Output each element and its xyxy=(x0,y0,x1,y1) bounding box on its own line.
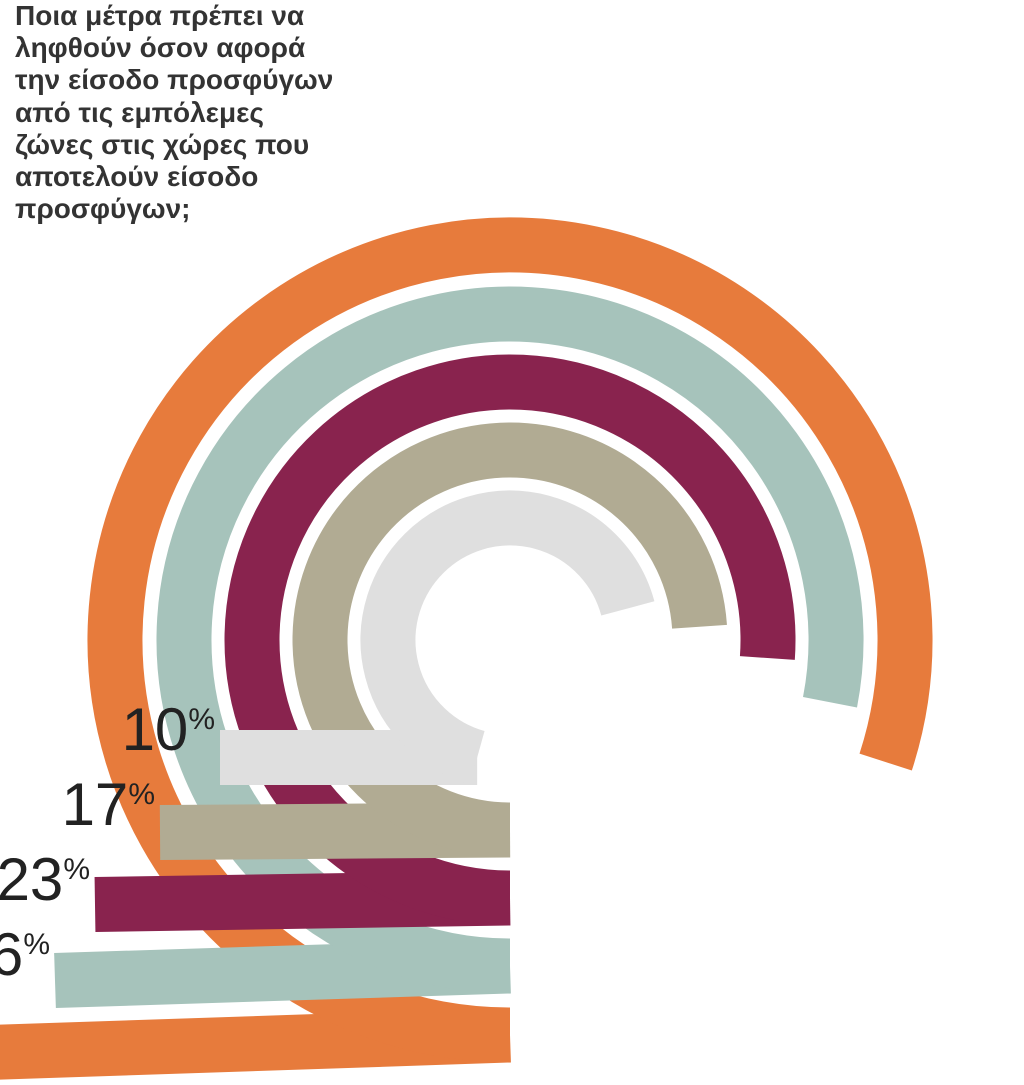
arc-10 xyxy=(388,518,628,758)
arc-value: 10 xyxy=(122,696,189,763)
arc-label-17: 17% xyxy=(0,770,155,839)
arc-label-26: 26% xyxy=(0,920,50,989)
arc-value: 17 xyxy=(62,771,129,838)
percent-sign: % xyxy=(128,778,155,811)
arc-value: 23 xyxy=(0,846,63,913)
percent-sign: % xyxy=(63,853,90,886)
arc-label-10: 10% xyxy=(60,695,215,764)
arc-value: 26 xyxy=(0,921,23,988)
percent-sign: % xyxy=(188,703,215,736)
chart-stage: Ποια μέτρα πρέπει να ληφθούν όσον αφορά … xyxy=(0,0,1024,1085)
percent-sign: % xyxy=(23,928,50,961)
arc-label-23: 23% xyxy=(0,845,90,914)
arc-26 xyxy=(184,314,836,966)
radial-bar-chart xyxy=(0,0,1024,1085)
